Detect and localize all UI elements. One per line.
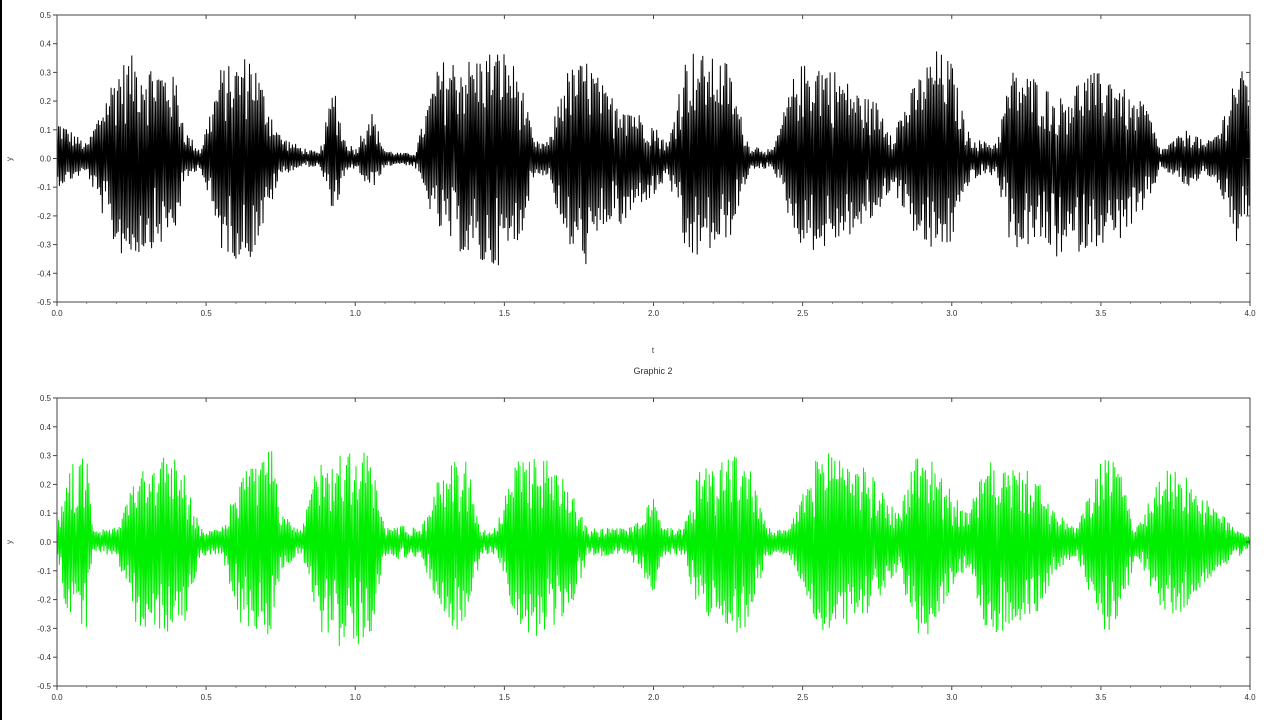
- bottom-plot-title: Graphic 2: [633, 366, 672, 376]
- top-y-tick-label: 0.1: [40, 126, 52, 135]
- bottom-x-tick-label: 2.0: [648, 693, 660, 702]
- top-y-tick-label: -0.4: [37, 269, 51, 278]
- top-y-tick-label: 0.4: [40, 40, 52, 49]
- top-y-tick-label: -0.1: [37, 183, 51, 192]
- top-x-axis-label: t: [652, 346, 655, 355]
- top-x-tick-label: 3.0: [946, 309, 958, 318]
- top-x-tick-label: 1.5: [499, 309, 511, 318]
- bottom-x-tick-label: 2.5: [797, 693, 809, 702]
- bottom-y-tick-label: 0.5: [40, 394, 52, 403]
- bottom-x-tick-label: 4.0: [1244, 693, 1256, 702]
- window-left-border: [0, 0, 2, 720]
- bottom-y-axis-label: y: [5, 540, 14, 544]
- top-x-tick-label: 0.0: [51, 309, 63, 318]
- bottom-x-tick-label: 3.5: [1095, 693, 1107, 702]
- bottom-x-tick-label: 1.5: [499, 693, 511, 702]
- top-y-tick-label: 0.2: [40, 97, 52, 106]
- bottom-signal-waveform: [56, 451, 1251, 647]
- bottom-y-tick-label: -0.1: [37, 567, 51, 576]
- top-y-tick-label: 0.3: [40, 68, 52, 77]
- top-y-tick-label: 0.0: [40, 155, 52, 164]
- top-x-tick-label: 4.0: [1244, 309, 1256, 318]
- top-y-tick-label: -0.2: [37, 212, 51, 221]
- bottom-y-tick-label: 0.1: [40, 509, 52, 518]
- top-x-tick-label: 0.5: [201, 309, 213, 318]
- top-x-tick-label: 1.0: [350, 309, 362, 318]
- bottom-y-tick-label: -0.5: [37, 682, 51, 691]
- top-y-tick-label: 0.5: [40, 11, 52, 20]
- top-signal-waveform: [56, 51, 1251, 266]
- bottom-y-tick-label: 0.2: [40, 480, 52, 489]
- bottom-x-tick-label: 0.5: [201, 693, 213, 702]
- bottom-y-tick-label: 0.0: [40, 538, 52, 547]
- bottom-y-tick-label: 0.3: [40, 452, 52, 461]
- top-x-tick-label: 3.5: [1095, 309, 1107, 318]
- bottom-y-tick-label: -0.4: [37, 653, 51, 662]
- bottom-x-tick-label: 0.0: [51, 693, 63, 702]
- bottom-y-tick-label: 0.4: [40, 423, 52, 432]
- top-y-axis-label: y: [5, 157, 14, 161]
- bottom-y-tick-label: -0.2: [37, 596, 51, 605]
- top-y-tick-label: -0.5: [37, 298, 51, 307]
- top-y-tick-label: -0.3: [37, 241, 51, 250]
- top-x-tick-label: 2.5: [797, 309, 809, 318]
- bottom-x-tick-label: 3.0: [946, 693, 958, 702]
- top-x-tick-label: 2.0: [648, 309, 660, 318]
- bottom-y-tick-label: -0.3: [37, 624, 51, 633]
- bottom-x-tick-label: 1.0: [350, 693, 362, 702]
